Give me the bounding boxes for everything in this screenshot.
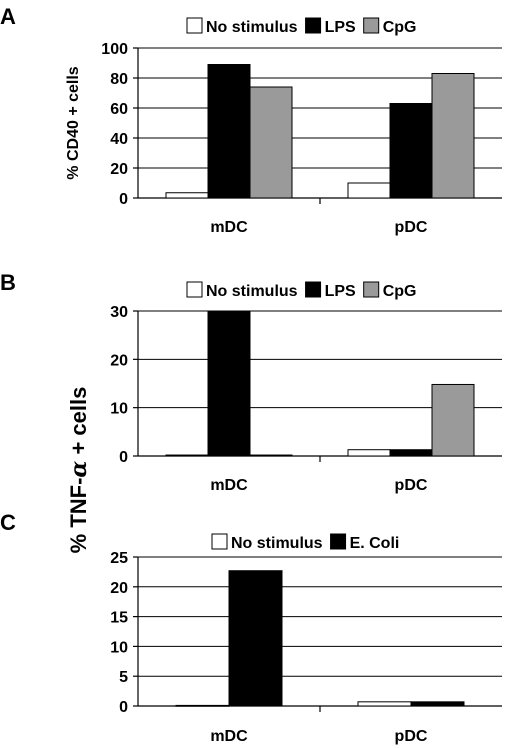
legend: No stimulus E. Coli: [211, 533, 400, 552]
bar-mdc-cpg: [249, 454, 293, 457]
legend-label: LPS: [325, 19, 356, 36]
chart-panel-a: A 0 20 40 60 80 100 mDC pDC No stimulus LPS CpG % CD…: [0, 4, 502, 236]
legend-label: CpG: [383, 283, 417, 300]
y-tick-label: 0: [119, 191, 128, 208]
panel-letter: B: [0, 270, 16, 295]
chart-panel-b: B 0 10 20 30 mDC pDC No stimulus LPS CpG: [0, 270, 502, 494]
y-tick-label: 10: [110, 639, 128, 656]
legend: No stimulus LPS CpG: [186, 17, 417, 36]
y-tick-label: 30: [110, 304, 128, 321]
legend-label: LPS: [325, 283, 356, 300]
x-category-label: mDC: [210, 728, 248, 745]
bar-pdc-no-stimulus: [347, 182, 391, 199]
bar-pdc-cpg: [431, 73, 475, 199]
bar-pdc-e-coli: [410, 701, 465, 707]
legend-swatch: [186, 281, 203, 298]
y-tick-label: 0: [119, 699, 128, 716]
panel-letter: C: [0, 510, 16, 535]
legend-swatch: [330, 533, 347, 550]
bar-pdc-no-stimulus: [357, 701, 412, 707]
y-tick-label: 20: [110, 161, 128, 178]
legend-label: E. Coli: [350, 535, 400, 552]
x-category-label: mDC: [210, 219, 248, 236]
bar-mdc-cpg: [249, 86, 293, 199]
y-tick-label: 80: [110, 71, 128, 88]
bar-mdc-lps: [207, 64, 251, 199]
chart-panel-c: C 0 5 10 15 20 25 mDC pDC No stimulus E. Coli: [0, 510, 502, 745]
y-tick-label: 20: [110, 352, 128, 369]
y-tick-label: 25: [110, 550, 128, 567]
legend-swatch: [186, 17, 203, 34]
legend-swatch: [363, 281, 380, 298]
y-tick-label: 100: [101, 41, 128, 58]
bar-mdc-no-stimulus: [165, 192, 209, 199]
legend-label: CpG: [383, 19, 417, 36]
legend-label: No stimulus: [231, 535, 323, 552]
y-tick-label: 15: [110, 610, 128, 627]
legend-swatch: [363, 17, 380, 34]
y-tick-label: 0: [119, 449, 128, 466]
x-category-label: mDC: [210, 477, 248, 494]
bar-pdc-lps: [389, 449, 433, 457]
y-tick-label: 5: [119, 669, 128, 686]
y-tick-label: 40: [110, 131, 128, 148]
bar-pdc-cpg: [431, 383, 475, 457]
shared-y-axis-label: % TNF-α + cells: [66, 387, 92, 554]
bar-mdc-no-stimulus: [175, 704, 230, 707]
bar-pdc-lps: [389, 103, 433, 199]
bar-mdc-e-coli: [228, 570, 283, 707]
bar-mdc-lps: [207, 310, 251, 457]
bar-pdc-no-stimulus: [347, 449, 391, 457]
y-tick-label: 60: [110, 101, 128, 118]
x-category-label: pDC: [395, 219, 428, 236]
y-tick-label: 10: [110, 401, 128, 418]
panel-letter: A: [0, 4, 16, 29]
bar-mdc-no-stimulus: [165, 454, 209, 457]
y-axis-label: % CD40 + cells: [65, 66, 82, 180]
legend-label: No stimulus: [206, 283, 298, 300]
y-tick-label: 20: [110, 580, 128, 597]
x-category-label: pDC: [395, 477, 428, 494]
legend: No stimulus LPS CpG: [186, 281, 417, 300]
legend-swatch: [305, 281, 322, 298]
legend-label: No stimulus: [206, 19, 298, 36]
legend-swatch: [305, 17, 322, 34]
x-category-label: pDC: [395, 728, 428, 745]
legend-swatch: [211, 533, 228, 550]
